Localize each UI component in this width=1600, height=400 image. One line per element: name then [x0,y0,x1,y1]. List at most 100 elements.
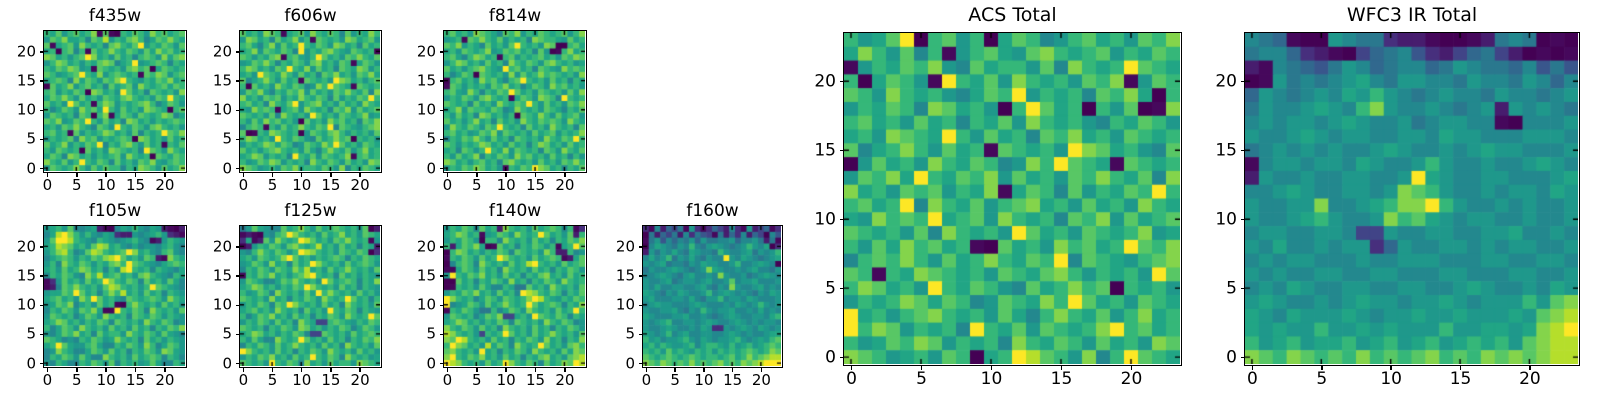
y-tick-mark [235,138,239,141]
y-tick-mark [839,81,843,83]
x-tick-label: 10 [496,176,516,194]
x-tick-label: 10 [980,369,1003,389]
x-tick-mark [564,368,566,372]
x-tick-mark [850,366,853,370]
plot-area-acs-total [843,32,1182,366]
y-tick-label: 10 [212,100,232,119]
x-tick-label: 0 [846,369,857,389]
x-tick-mark [46,368,49,372]
y-tick-mark [39,362,43,365]
x-tick-mark [476,173,478,177]
heatmap-canvas-f606w [240,31,380,171]
y-tick-mark [839,150,843,152]
y-tick-label: 20 [615,237,635,256]
x-tick-label: 5 [1316,369,1328,389]
plot-area-f160w [642,225,783,368]
y-tick-label: 10 [814,209,836,230]
y-tick-label: 15 [416,266,436,285]
x-tick-label: 15 [723,371,743,389]
x-tick-mark [731,368,734,372]
x-tick-label: 20 [155,371,175,389]
y-tick-mark [1240,150,1244,152]
y-tick-label: 10 [1215,209,1237,230]
y-tick-mark [235,275,239,277]
y-tick-mark [638,333,642,336]
y-tick-label: 10 [416,295,436,314]
x-tick-label: 0 [442,176,453,194]
heatmap-canvas-f160w [643,226,781,366]
x-tick-label: 20 [751,371,771,389]
x-tick-mark [359,173,361,177]
y-tick-label: 0 [222,159,232,178]
y-tick-label: 5 [625,324,635,343]
x-tick-label: 0 [238,176,249,194]
x-tick-label: 15 [1449,369,1472,389]
heatmap-canvas-f814w [444,31,585,171]
y-tick-label: 15 [1215,140,1237,161]
x-tick-mark [301,368,303,372]
x-tick-label: 5 [267,371,278,389]
y-tick-mark [39,51,43,53]
y-tick-mark [235,304,239,306]
x-tick-label: 15 [526,176,546,194]
y-tick-label: 0 [625,354,635,373]
x-tick-mark [271,173,274,177]
panel-title-f160w: f160w [686,201,739,221]
panel-title-f105w: f105w [88,201,142,221]
x-tick-mark [359,368,361,372]
y-tick-label: 15 [212,266,232,285]
x-tick-mark [76,368,78,372]
x-tick-mark [674,368,676,372]
y-tick-mark [638,362,642,365]
x-tick-label: 0 [1247,369,1258,389]
x-tick-label: 0 [442,371,453,389]
x-tick-mark [105,368,107,372]
y-tick-label: 20 [416,237,436,256]
panel-title-f125w: f125w [284,201,337,221]
y-tick-mark [235,51,239,53]
x-tick-mark [534,173,537,177]
x-tick-mark [76,173,78,177]
y-tick-mark [39,138,43,141]
heatmap-canvas-f435w [44,31,185,171]
y-tick-mark [39,333,43,336]
y-tick-mark [39,304,43,306]
panel-wfc3-ir-total: WFC3 IR Total 0 5 10 15 20 0 5 10 15 20 [1215,6,1580,388]
y-tick-label: 0 [26,354,36,373]
y-tick-label: 20 [16,42,36,61]
x-tick-mark [242,173,245,177]
x-tick-mark [760,368,763,372]
x-tick-mark [920,366,923,370]
y-tick-mark [638,275,642,277]
heatmap-canvas-f105w [44,226,185,366]
panel-title-wfc3-ir-total: WFC3 IR Total [1346,4,1478,26]
x-tick-label: 10 [292,371,312,389]
y-tick-mark [235,246,239,248]
y-tick-label: 20 [1215,71,1237,92]
x-tick-mark [134,173,137,177]
x-tick-mark [505,368,507,372]
x-tick-label: 20 [1519,369,1541,389]
x-tick-mark [330,368,332,372]
y-tick-mark [235,109,239,111]
y-tick-mark [235,167,239,170]
y-tick-label: 15 [416,71,436,90]
x-tick-label: 10 [1380,369,1403,389]
x-tick-label: 5 [72,371,82,389]
x-tick-label: 5 [267,176,278,194]
y-tick-mark [439,275,443,277]
x-tick-label: 10 [496,371,516,389]
plot-area-f814w [443,30,587,173]
y-tick-mark [235,333,239,336]
x-tick-mark [645,368,648,372]
x-tick-label: 5 [472,176,482,194]
y-tick-label: 20 [212,42,232,61]
y-tick-label: 5 [1226,278,1237,299]
y-tick-mark [638,246,642,248]
x-tick-mark [242,368,245,372]
y-tick-label: 20 [212,237,232,256]
x-tick-label: 10 [96,176,116,194]
heatmap-canvas-wfc3-ir-total [1245,33,1578,364]
y-tick-mark [1240,218,1244,221]
x-tick-mark [330,173,332,177]
